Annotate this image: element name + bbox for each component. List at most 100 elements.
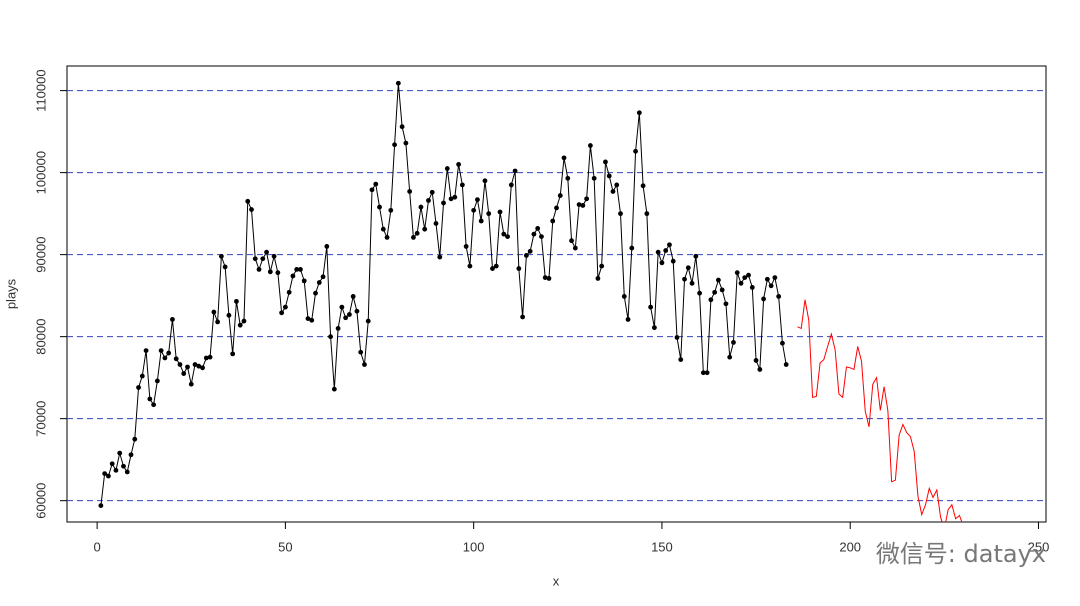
data-point — [633, 148, 638, 154]
data-point — [230, 351, 236, 357]
data-point — [448, 196, 454, 202]
data-point — [693, 253, 699, 259]
data-point — [98, 503, 104, 508]
data-point — [271, 253, 277, 259]
data-point — [437, 254, 443, 260]
y-tick-label: 60000 — [33, 483, 48, 519]
data-point — [697, 290, 702, 296]
data-point — [218, 253, 224, 259]
data-point — [373, 181, 379, 187]
data-point — [222, 264, 228, 270]
data-point — [512, 168, 518, 174]
data-point — [776, 294, 782, 299]
series-line — [100, 83, 787, 506]
data-point — [305, 316, 311, 322]
data-point — [659, 260, 665, 266]
data-point — [674, 335, 680, 340]
data-point — [162, 355, 168, 361]
data-point — [188, 381, 194, 387]
data-point — [531, 231, 537, 237]
data-point — [493, 263, 499, 269]
data-point — [459, 182, 465, 188]
data-point — [554, 205, 559, 211]
data-point — [557, 193, 563, 198]
data-point — [264, 249, 269, 255]
data-point — [380, 226, 386, 232]
data-point — [290, 273, 296, 279]
data-point — [640, 183, 646, 189]
x-tick-label: 250 — [1028, 539, 1050, 554]
data-point — [621, 294, 627, 299]
data-point — [343, 315, 349, 321]
data-point — [565, 175, 571, 181]
data-point — [738, 280, 744, 286]
data-point — [249, 207, 254, 212]
data-point — [362, 362, 367, 367]
y-tick-label: 80000 — [33, 319, 48, 355]
data-point — [618, 211, 623, 217]
data-point — [456, 162, 461, 167]
data-point — [245, 198, 251, 204]
data-point — [700, 370, 706, 376]
data-point — [542, 275, 548, 280]
data-point — [354, 308, 360, 314]
data-point — [320, 274, 326, 280]
data-point — [546, 276, 552, 281]
data-point — [780, 340, 785, 346]
plot-area — [67, 80, 1046, 522]
data-point — [625, 317, 631, 322]
data-point — [192, 362, 198, 367]
data-point — [678, 357, 684, 363]
data-point — [731, 339, 736, 345]
plot-frame — [66, 65, 1047, 523]
data-point — [237, 322, 243, 328]
data-point — [475, 197, 480, 203]
data-point — [708, 297, 714, 303]
data-point — [572, 245, 578, 251]
data-point — [316, 280, 322, 285]
data-point — [727, 354, 733, 360]
data-point — [132, 436, 138, 442]
data-point — [723, 301, 729, 307]
x-tick-label: 100 — [463, 539, 485, 554]
data-point — [399, 124, 405, 130]
data-point — [719, 287, 725, 293]
data-point — [523, 253, 529, 258]
data-point — [388, 207, 394, 213]
data-point — [753, 358, 759, 363]
data-point — [136, 385, 141, 390]
data-point — [516, 266, 522, 271]
data-point — [147, 396, 153, 402]
data-point — [365, 318, 371, 324]
data-point — [682, 276, 687, 282]
x-tick-label: 0 — [94, 539, 101, 554]
data-point — [418, 204, 424, 210]
data-point — [467, 263, 473, 269]
data-point — [207, 354, 213, 360]
data-point — [117, 450, 123, 456]
data-point — [173, 356, 179, 362]
data-point — [324, 244, 330, 249]
data-point — [185, 364, 190, 370]
data-point — [482, 178, 488, 184]
data-point — [331, 386, 337, 392]
data-point — [128, 452, 134, 458]
y-tick-label: 100000 — [33, 151, 48, 194]
data-point — [508, 182, 514, 188]
data-point — [403, 140, 409, 146]
data-point — [422, 226, 428, 232]
data-point — [584, 196, 590, 202]
x-tick-label: 150 — [651, 539, 673, 554]
data-point — [535, 225, 541, 231]
x-tick-label: 200 — [839, 539, 861, 554]
data-point — [170, 317, 175, 322]
data-point — [407, 189, 413, 194]
data-point — [309, 317, 315, 323]
data-point — [689, 280, 695, 286]
data-point — [158, 348, 164, 353]
data-point — [124, 469, 130, 475]
data-point — [275, 270, 281, 276]
data-point — [550, 218, 556, 224]
data-point — [569, 238, 574, 244]
